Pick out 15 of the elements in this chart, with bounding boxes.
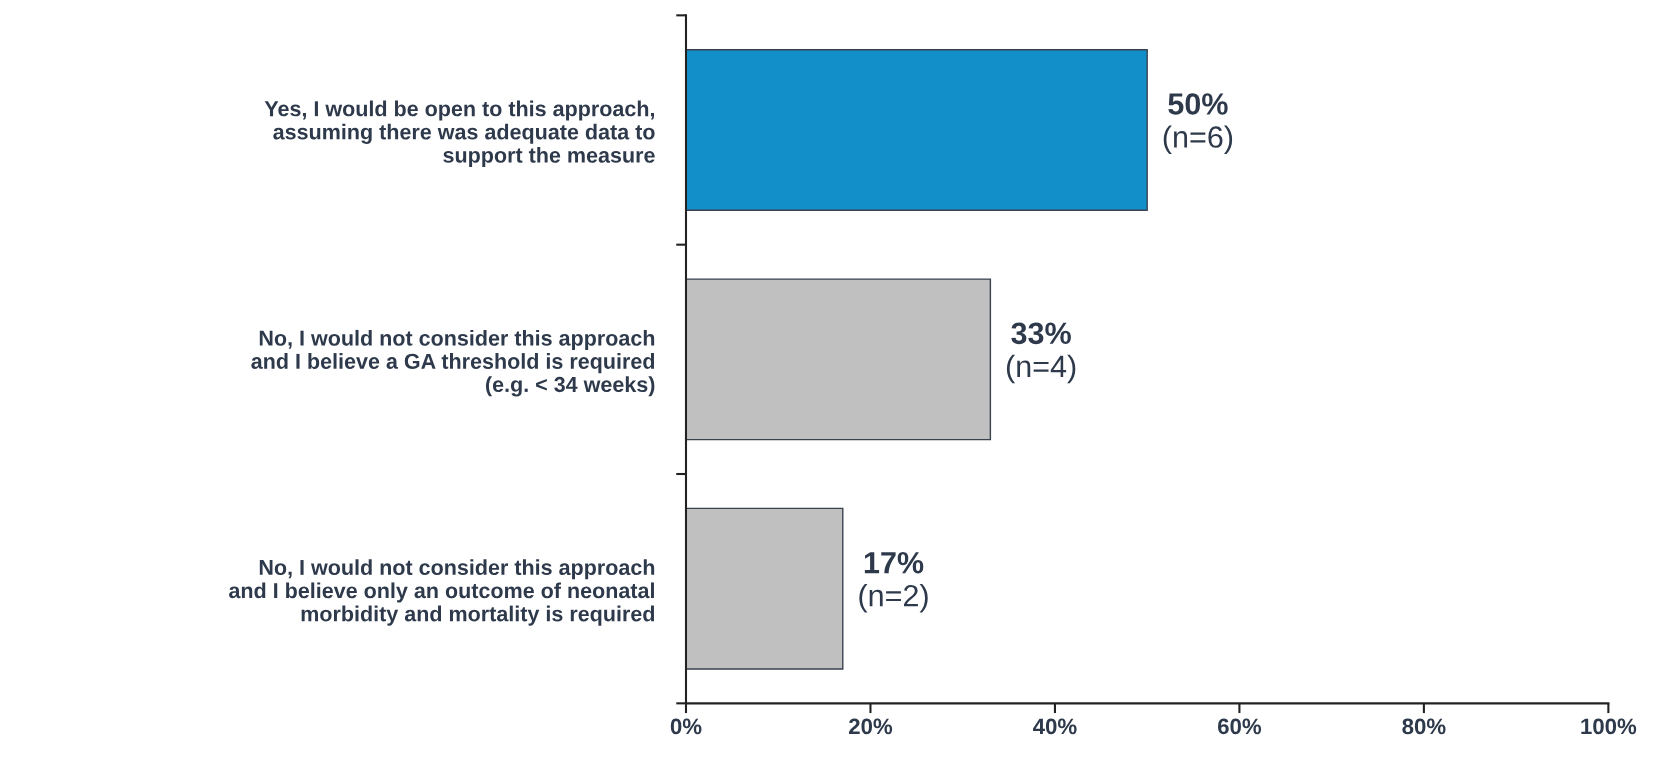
bar bbox=[685, 49, 1148, 211]
data-label: 33% (n=4) bbox=[1006, 322, 1076, 384]
data-label: 17% (n=2) bbox=[859, 551, 928, 613]
x-tick-label: 0% bbox=[670, 718, 702, 735]
x-tick-label: 100% bbox=[1581, 718, 1637, 735]
data-label: 50% (n=6) bbox=[1163, 93, 1233, 154]
x-tick-label: 40% bbox=[1033, 718, 1077, 735]
y-tick-label: Yes, I would be open to this approach, assuming there was adequate data to support the measure bbox=[264, 100, 655, 168]
bar bbox=[685, 278, 992, 441]
y-tick-label: No, I would not consider this approach and I believe a GA threshold is required (e.g. < 34 weeks) bbox=[251, 329, 655, 397]
y-tick-label: No, I would not consider this approach and I believe only an outcome of neonatal morbidity and mortality is required bbox=[229, 559, 655, 626]
x-tick-label: 80% bbox=[1402, 718, 1446, 735]
x-tick-label: 20% bbox=[849, 718, 893, 735]
bar bbox=[685, 507, 844, 670]
x-tick-label: 60% bbox=[1217, 718, 1262, 735]
